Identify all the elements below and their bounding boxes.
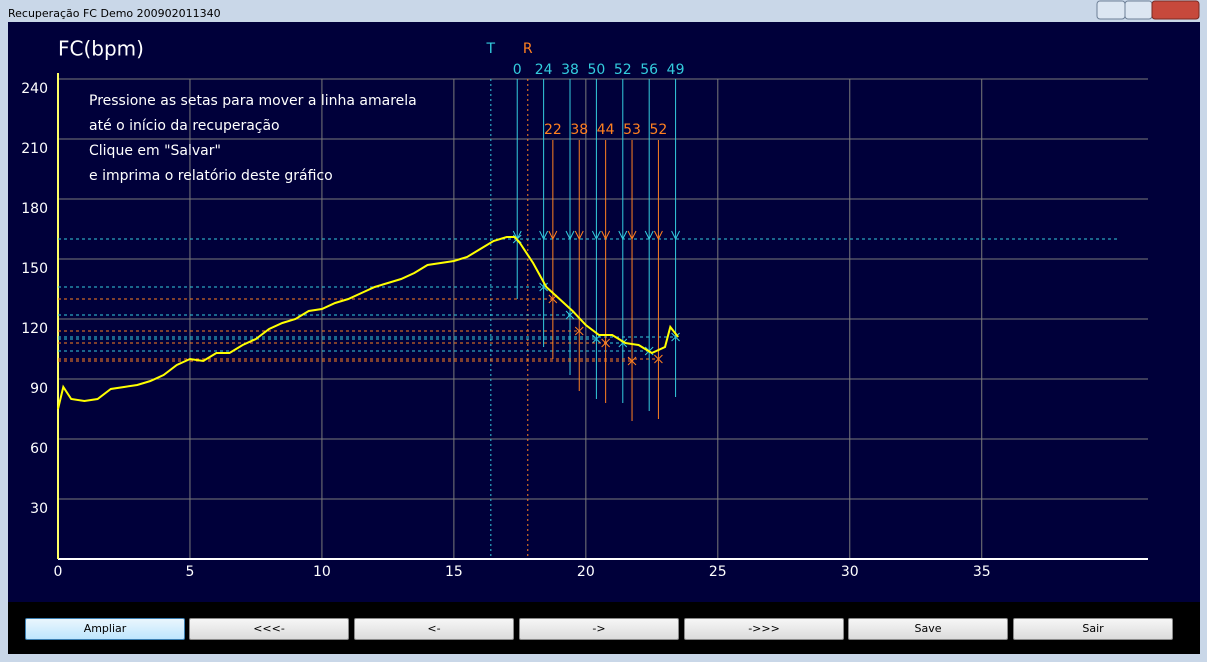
x-tick-label: 10 [313, 564, 331, 580]
recovery-label: 24 [535, 62, 553, 78]
recovery-label: 38 [570, 122, 588, 138]
y-tick-label: 90 [30, 381, 48, 397]
arrow-head [653, 230, 663, 241]
minimize-button[interactable] [1096, 0, 1126, 20]
x-tick-label: 20 [577, 564, 595, 580]
recovery-label: 52 [650, 122, 668, 138]
point-marker [654, 354, 663, 364]
marker-label: T [486, 41, 496, 57]
arrow-head [644, 230, 654, 241]
x-tick-label: 15 [445, 564, 463, 580]
point-marker [574, 326, 584, 336]
x-tick-label: 5 [186, 564, 195, 580]
recovery-label: 38 [561, 62, 579, 78]
arrow-head [671, 230, 681, 241]
point-marker [539, 282, 548, 292]
arrow-head [565, 230, 575, 241]
arrow-head [591, 230, 601, 241]
point-marker [671, 332, 680, 342]
point-marker [601, 338, 610, 348]
arrow-head [574, 230, 584, 241]
maximize-button[interactable] [1124, 0, 1153, 20]
toolbar-button[interactable]: -> [519, 618, 679, 640]
y-tick-label: 150 [21, 261, 48, 277]
instruction-text: Clique em "Salvar" [89, 143, 221, 159]
recovery-label: 56 [640, 62, 658, 78]
recovery-label: 44 [597, 122, 615, 138]
recovery-label: 22 [544, 122, 562, 138]
plot-background [8, 22, 1200, 602]
y-tick-label: 30 [30, 501, 48, 517]
arrow-head [539, 230, 549, 241]
toolbar-button[interactable]: Save [848, 618, 1008, 640]
recovery-label: 0 [513, 62, 522, 78]
toolbar-button[interactable]: ->>> [684, 618, 844, 640]
x-tick-label: 0 [54, 564, 63, 580]
y-tick-label: 240 [21, 81, 48, 97]
x-tick-label: 30 [841, 564, 859, 580]
heart-rate-line [57, 236, 679, 410]
toolbar-button[interactable]: Ampliar [25, 618, 185, 640]
recovery-label: 53 [623, 122, 641, 138]
x-tick-label: 35 [973, 564, 991, 580]
y-tick-label: 210 [21, 141, 48, 157]
marker-label: R [523, 41, 533, 57]
toolbar-button[interactable]: <- [354, 618, 514, 640]
toolbar-button[interactable]: <<<- [189, 618, 349, 640]
point-marker [592, 334, 601, 344]
toolbar-button[interactable]: Sair [1013, 618, 1173, 640]
arrow-head [548, 230, 558, 241]
instruction-text: e imprima o relatório deste gráfico [89, 168, 333, 184]
chart-title: FC(bpm) [58, 37, 144, 61]
recovery-label: 52 [614, 62, 632, 78]
window-title: Recuperação FC Demo 200902011340 [8, 7, 221, 20]
point-marker [627, 356, 637, 366]
arrow-head [601, 230, 611, 241]
recovery-label: 49 [667, 62, 685, 78]
recovery-label: 50 [587, 62, 605, 78]
arrow-head [618, 230, 628, 241]
arrow-head [627, 230, 637, 241]
y-tick-label: 60 [30, 441, 48, 457]
y-tick-label: 180 [21, 201, 48, 217]
close-button[interactable] [1151, 0, 1200, 20]
x-tick-label: 25 [709, 564, 727, 580]
instruction-text: Pressione as setas para mover a linha am… [89, 93, 417, 109]
instruction-text: até o início da recuperação [89, 118, 280, 134]
y-tick-label: 120 [21, 321, 48, 337]
